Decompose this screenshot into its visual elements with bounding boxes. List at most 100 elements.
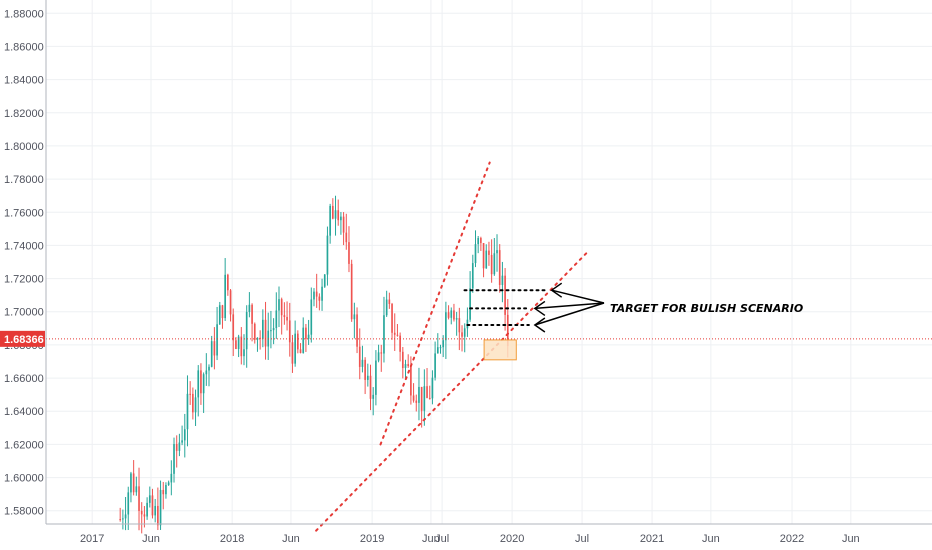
candle-body <box>280 299 283 316</box>
candle-body <box>356 314 358 347</box>
candle-body <box>393 332 396 335</box>
candle-body <box>474 244 477 264</box>
candle-body <box>183 429 186 441</box>
y-tick-label: 1.80000 <box>4 141 44 153</box>
candle-body <box>490 254 493 275</box>
candle-body <box>412 395 415 401</box>
candle-body <box>334 210 337 219</box>
candle-body <box>504 275 506 315</box>
candle-body <box>127 492 130 515</box>
candle-body <box>345 232 348 243</box>
candle-body <box>154 505 157 516</box>
y-tick-label: 1.58000 <box>4 506 44 518</box>
x-tick-label: 2020 <box>500 533 524 545</box>
x-tick-label: Jun <box>422 533 440 545</box>
candle-body <box>224 274 226 319</box>
candle-body <box>401 351 404 369</box>
y-tick-label: 1.82000 <box>4 108 44 120</box>
y-tick-label: 1.76000 <box>4 207 44 219</box>
candlestick-series <box>119 195 509 534</box>
candle-body <box>377 352 380 361</box>
trendline-lower <box>315 249 591 532</box>
arrow-shaft <box>534 302 605 310</box>
x-tick-label: Jun <box>842 533 860 545</box>
arrow-head-icon <box>550 282 563 298</box>
candle-body <box>286 316 288 321</box>
candle-body <box>498 250 501 285</box>
candle-body <box>148 495 151 503</box>
candle-body <box>396 334 399 336</box>
current-price-tag <box>0 330 45 347</box>
candle-body <box>192 393 194 413</box>
candle-body <box>200 370 202 394</box>
candle-body <box>323 274 326 287</box>
candle-body <box>318 296 321 301</box>
candle-body <box>291 342 294 364</box>
candle-body <box>372 394 375 399</box>
candle-body <box>221 305 224 319</box>
arrow-head-icon <box>533 317 546 333</box>
candle-body <box>326 235 329 275</box>
candle-body <box>245 311 248 350</box>
candle-body <box>404 364 407 369</box>
y-axis[interactable]: 1.88000 1.86000 1.84000 1.82000 1.80000 1.780… <box>0 0 47 524</box>
candle-body <box>270 330 272 332</box>
candle-body <box>375 360 377 395</box>
candle-body <box>170 473 173 483</box>
y-tick-label: 1.78000 <box>4 174 44 186</box>
candle-body <box>235 340 237 350</box>
candle-body <box>227 274 229 291</box>
candle-body <box>208 366 210 371</box>
candle-body <box>122 518 124 520</box>
candle-body <box>380 352 383 354</box>
y-tick-label: 1.84000 <box>4 75 44 87</box>
candle-body <box>288 320 291 343</box>
candle-body <box>189 393 192 395</box>
y-tick-label: 1.60000 <box>4 473 44 485</box>
x-tick-label: 2018 <box>220 533 244 545</box>
candle-body <box>337 210 340 221</box>
candle-body <box>146 502 148 517</box>
candle-body <box>329 205 331 236</box>
candle-body <box>167 482 170 485</box>
candle-body <box>358 346 361 367</box>
candle-body <box>259 337 261 339</box>
candle-body <box>135 486 138 493</box>
candle-body <box>310 299 313 335</box>
candle-body <box>471 263 474 289</box>
candle-body <box>331 205 334 219</box>
candle-body <box>388 299 391 304</box>
candle-body <box>431 377 434 399</box>
candle-body <box>399 335 401 352</box>
candle-body <box>297 333 299 350</box>
y-tick-label: 1.64000 <box>4 406 44 418</box>
candle-body <box>132 473 135 493</box>
candle-body <box>436 347 439 354</box>
chart-grid <box>46 0 932 524</box>
candle-body <box>423 386 426 411</box>
candle-body <box>302 327 305 353</box>
candle-body <box>264 319 267 347</box>
candle-body <box>278 299 280 311</box>
y-tick-label: 1.88000 <box>4 8 44 20</box>
candle-body <box>350 263 353 320</box>
candle-body <box>439 347 442 349</box>
candle-body <box>229 290 232 315</box>
y-tick-label: 1.62000 <box>4 439 44 451</box>
candle-body <box>237 336 240 350</box>
x-tick-label: Jun <box>142 533 160 545</box>
candle-body <box>493 253 496 275</box>
candle-body <box>426 386 428 398</box>
x-tick-label: Jun <box>282 533 300 545</box>
x-tick-label: Jun <box>702 533 720 545</box>
candle-body <box>353 314 356 320</box>
candle-body <box>369 375 372 399</box>
candle-body <box>366 375 369 380</box>
current-price-label: 1.68366 <box>4 334 44 346</box>
candle-body <box>418 386 420 403</box>
candle-body <box>361 359 364 367</box>
candle-body <box>485 250 488 269</box>
candle-body <box>124 514 127 519</box>
